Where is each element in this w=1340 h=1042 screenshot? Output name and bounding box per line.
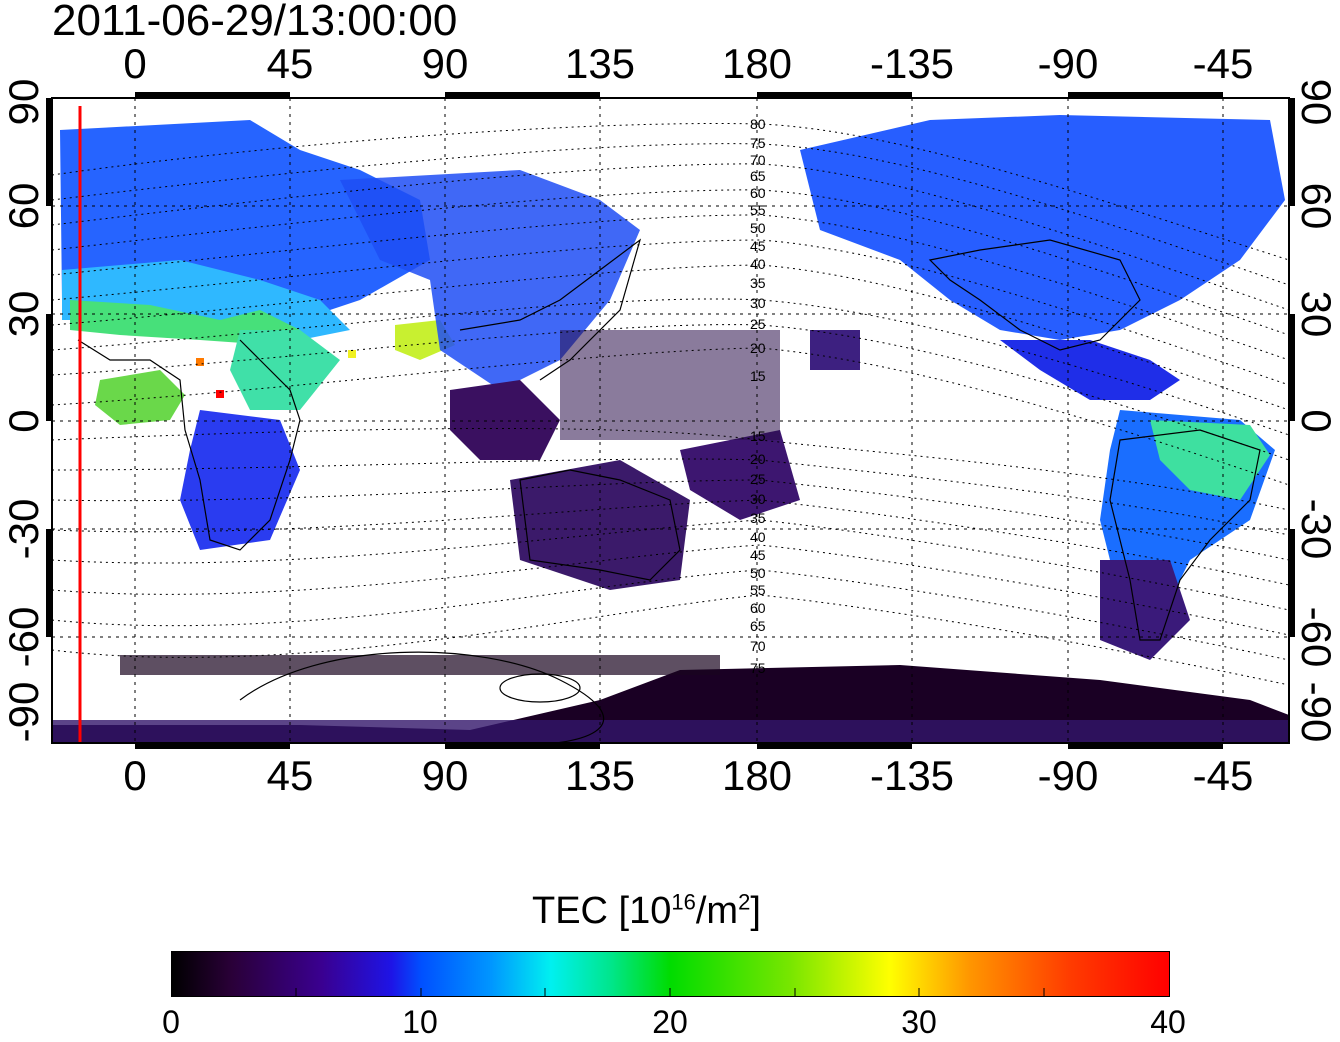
- mag-lat-label: 15: [750, 368, 766, 384]
- colorbar-title-sup1: 16: [671, 889, 696, 915]
- mag-lat-label: 70: [750, 152, 766, 168]
- colorbar-label: 20: [652, 1004, 688, 1040]
- x-tick-label: 90: [421, 40, 469, 87]
- x-tick-label: 45: [266, 40, 314, 87]
- mag-lat-label: 40: [750, 256, 766, 272]
- colorbar-title-end: ]: [750, 890, 761, 932]
- x-tick-label: -135: [869, 40, 955, 87]
- mag-lat-label: 60: [750, 600, 766, 616]
- mag-lat-label: 30: [750, 491, 766, 507]
- x-tick-label: 180: [721, 40, 793, 87]
- mag-lat-label: 30: [750, 295, 766, 311]
- x-tick-label: -45: [1192, 40, 1254, 87]
- mag-lat-label: 75: [750, 135, 766, 151]
- x-tick-label: -135: [869, 752, 955, 799]
- colorbar-title-main: TEC [10: [532, 890, 672, 932]
- x-tick-label: 135: [564, 752, 636, 799]
- mag-lat-label: 20: [750, 451, 766, 467]
- mag-lat-label: 45: [750, 547, 766, 563]
- colorbar-label: 40: [1150, 1004, 1186, 1040]
- colorbar-title-sup2: 2: [738, 889, 751, 915]
- map-gridlines: [52, 98, 1289, 743]
- x-tick-label: -45: [1192, 752, 1254, 799]
- x-tick-label: 90: [421, 752, 469, 799]
- mag-lat-label: 60: [750, 185, 766, 201]
- mag-lat-label: 55: [750, 582, 766, 598]
- mag-lat-label: 80: [750, 116, 766, 132]
- mag-lat-label: 50: [750, 565, 766, 581]
- x-tick-label: 45: [266, 752, 314, 799]
- x-tick-label: -90: [1037, 752, 1099, 799]
- magnetic-latitude-lines: [52, 123, 1289, 686]
- mag-lat-label: 20: [750, 340, 766, 356]
- mag-lat-label: 35: [750, 510, 766, 526]
- map-timestamp-title: 2011-06-29/13:00:00: [52, 0, 458, 45]
- mag-lat-label: 40: [750, 529, 766, 545]
- x-tick-label: -90: [1037, 40, 1099, 87]
- mag-lat-label: 25: [750, 471, 766, 487]
- colorbar-label: 10: [402, 1004, 438, 1040]
- mag-lat-label: 50: [750, 220, 766, 236]
- mag-lat-label: 70: [750, 638, 766, 654]
- x-tick-label: 180: [721, 752, 793, 799]
- coastlines: [77, 238, 1261, 743]
- x-tick-label: 0: [123, 40, 147, 87]
- mag-lat-label: 35: [750, 275, 766, 291]
- mag-lat-label: 25: [750, 316, 766, 332]
- tec-data-layer: [52, 115, 1289, 743]
- mag-lat-label: 65: [750, 618, 766, 634]
- frame-tick-bars: [46, 92, 1295, 749]
- x-tick-label: 135: [564, 40, 636, 87]
- mag-lat-label: 65: [750, 168, 766, 184]
- colorbar-label: 30: [901, 1004, 937, 1040]
- colorbar-title-mid: /m: [695, 890, 739, 932]
- colorbar-label: 0: [162, 1004, 180, 1040]
- mag-lat-label: 45: [750, 238, 766, 254]
- mag-lat-label: 15: [750, 428, 766, 444]
- mag-lat-label: 55: [750, 202, 766, 218]
- x-tick-label: 0: [123, 752, 147, 799]
- colorbar-title: TEC [1016/m2]: [532, 890, 761, 933]
- mag-lat-label: 75: [750, 660, 766, 676]
